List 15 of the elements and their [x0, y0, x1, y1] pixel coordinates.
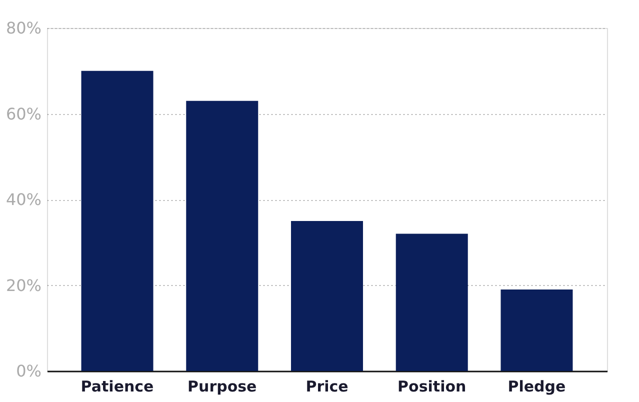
- y-tick-label: 0%: [16, 362, 42, 380]
- bar: [291, 220, 363, 371]
- x-tick-label: Patience: [80, 378, 154, 396]
- y-tick-label: 40%: [6, 190, 42, 209]
- bar: [396, 234, 468, 371]
- x-tick-label: Price: [306, 378, 348, 396]
- bar: [186, 100, 258, 371]
- bar: [81, 70, 154, 371]
- y-tick-label: 80%: [6, 18, 42, 38]
- bar: [500, 290, 573, 371]
- y-tick-label: 20%: [6, 276, 42, 295]
- x-tick-label: Pledge: [508, 378, 566, 396]
- x-tick-label: Purpose: [188, 378, 257, 396]
- x-tick-label: Position: [398, 378, 466, 396]
- y-tick-label: 60%: [6, 104, 42, 124]
